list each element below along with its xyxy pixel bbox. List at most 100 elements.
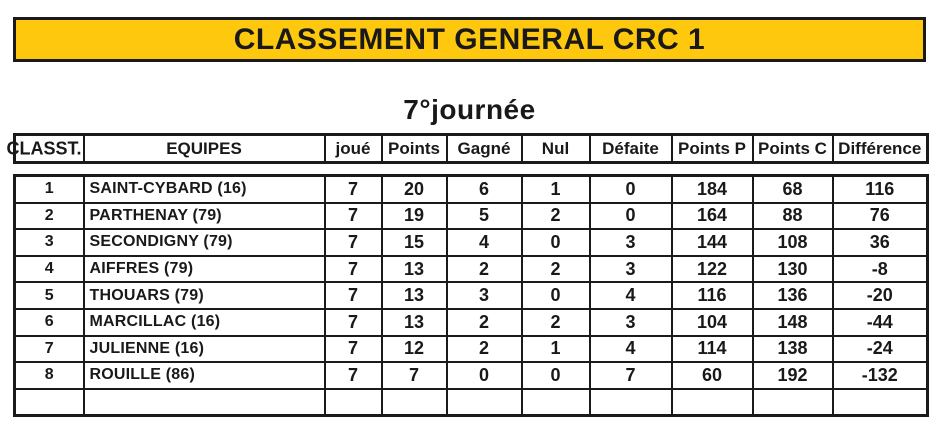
gagne-cell: 2 [445,254,523,284]
joue-cell: 7 [323,334,383,364]
joue-cell: 7 [323,174,383,204]
difference-cell [831,387,929,417]
nul-cell: 0 [520,361,591,390]
points-p-cell [670,387,754,417]
points-p-cell: 60 [670,361,754,390]
standings-header-row: CLASST. EQUIPES joué Points Gagné Nul Dé… [6,133,929,164]
difference-cell: -8 [831,254,929,284]
difference-cell: 36 [831,228,929,257]
rank-cell [13,387,85,417]
team-cell: MARCILLAC (16) [82,307,326,337]
points-p-cell: 184 [670,174,754,204]
points-c-cell: 68 [751,174,834,204]
nul-cell: 1 [520,334,591,364]
team-cell: SECONDIGNY (79) [82,228,326,257]
gagne-cell: 4 [445,228,523,257]
points-c-cell: 108 [751,228,834,257]
points-c-cell: 138 [751,334,834,364]
team-cell: PARTHENAY (79) [82,201,326,231]
gagne-cell: 5 [445,201,523,231]
difference-cell: -20 [831,281,929,310]
nul-cell [520,387,591,417]
header-nul: Nul [520,133,591,164]
joue-cell: 7 [323,281,383,310]
points-cell: 7 [380,361,448,390]
points-p-cell: 122 [670,254,754,284]
header-classst: CLASST. [6,133,85,164]
header-points: Points [380,133,448,164]
nul-cell: 2 [520,201,591,231]
team-cell: THOUARS (79) [82,281,326,310]
rank-cell: 2 [13,201,85,231]
joue-cell: 7 [323,201,383,231]
joue-cell: 7 [323,228,383,257]
points-p-cell: 104 [670,307,754,337]
team-cell: AIFFRES (79) [82,254,326,284]
nul-cell: 1 [520,174,591,204]
gagne-cell: 2 [445,334,523,364]
nul-cell: 0 [520,228,591,257]
gagne-cell: 0 [445,361,523,390]
rank-cell: 7 [13,334,85,364]
header-points-p: Points P [670,133,754,164]
rank-cell: 1 [13,174,85,204]
points-cell: 15 [380,228,448,257]
joue-cell [323,387,383,417]
gagne-cell [445,387,523,417]
table-row: 6 MARCILLAC (16) 7 13 2 2 3 104 148 -44 [13,307,929,337]
points-c-cell: 130 [751,254,834,284]
gagne-cell: 2 [445,307,523,337]
difference-cell: 76 [831,201,929,231]
header-equipes: EQUIPES [82,133,326,164]
points-c-cell: 88 [751,201,834,231]
points-p-cell: 114 [670,334,754,364]
nul-cell: 0 [520,281,591,310]
rank-cell: 8 [13,361,85,390]
defaite-cell: 4 [588,334,673,364]
nul-cell: 2 [520,307,591,337]
points-cell [380,387,448,417]
points-cell: 19 [380,201,448,231]
defaite-cell: 4 [588,281,673,310]
header-difference: Différence [831,133,929,164]
table-row: 4 AIFFRES (79) 7 13 2 2 3 122 130 -8 [13,254,929,284]
points-c-cell [751,387,834,417]
header-points-c: Points C [751,133,834,164]
points-c-cell: 136 [751,281,834,310]
team-cell: SAINT-CYBARD (16) [82,174,326,204]
difference-cell: 116 [831,174,929,204]
joue-cell: 7 [323,361,383,390]
table-row-empty [13,387,929,417]
defaite-cell: 3 [588,254,673,284]
gagne-cell: 3 [445,281,523,310]
points-cell: 13 [380,281,448,310]
header-joue: joué [323,133,383,164]
defaite-cell: 7 [588,361,673,390]
points-cell: 12 [380,334,448,364]
points-p-cell: 116 [670,281,754,310]
points-c-cell: 148 [751,307,834,337]
table-row: 8 ROUILLE (86) 7 7 0 0 7 60 192 -132 [13,361,929,390]
points-p-cell: 144 [670,228,754,257]
gagne-cell: 6 [445,174,523,204]
rank-cell: 5 [13,281,85,310]
rank-cell: 6 [13,307,85,337]
table-row: 1 SAINT-CYBARD (16) 7 20 6 1 0 184 68 11… [13,174,929,204]
joue-cell: 7 [323,307,383,337]
header-classst-label: CLASST. [6,138,82,158]
nul-cell: 2 [520,254,591,284]
joue-cell: 7 [323,254,383,284]
page-title: CLASSEMENT GENERAL CRC 1 [233,22,706,56]
header-gagne: Gagné [445,133,523,164]
points-cell: 20 [380,174,448,204]
table-row: 3 SECONDIGNY (79) 7 15 4 0 3 144 108 36 [13,228,929,257]
points-cell: 13 [380,307,448,337]
journee-subtitle: 7°journée [403,94,536,125]
difference-cell: -24 [831,334,929,364]
points-p-cell: 164 [670,201,754,231]
rank-cell: 4 [13,254,85,284]
table-row: 2 PARTHENAY (79) 7 19 5 2 0 164 88 76 [13,201,929,231]
team-cell: ROUILLE (86) [82,361,326,390]
defaite-cell [588,387,673,417]
header-row: CLASST. EQUIPES joué Points Gagné Nul Dé… [6,133,929,164]
